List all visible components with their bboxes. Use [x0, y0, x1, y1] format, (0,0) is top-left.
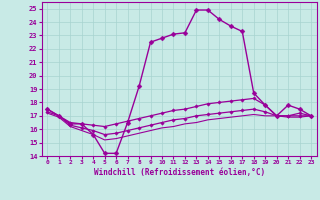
X-axis label: Windchill (Refroidissement éolien,°C): Windchill (Refroidissement éolien,°C) [94, 168, 265, 177]
